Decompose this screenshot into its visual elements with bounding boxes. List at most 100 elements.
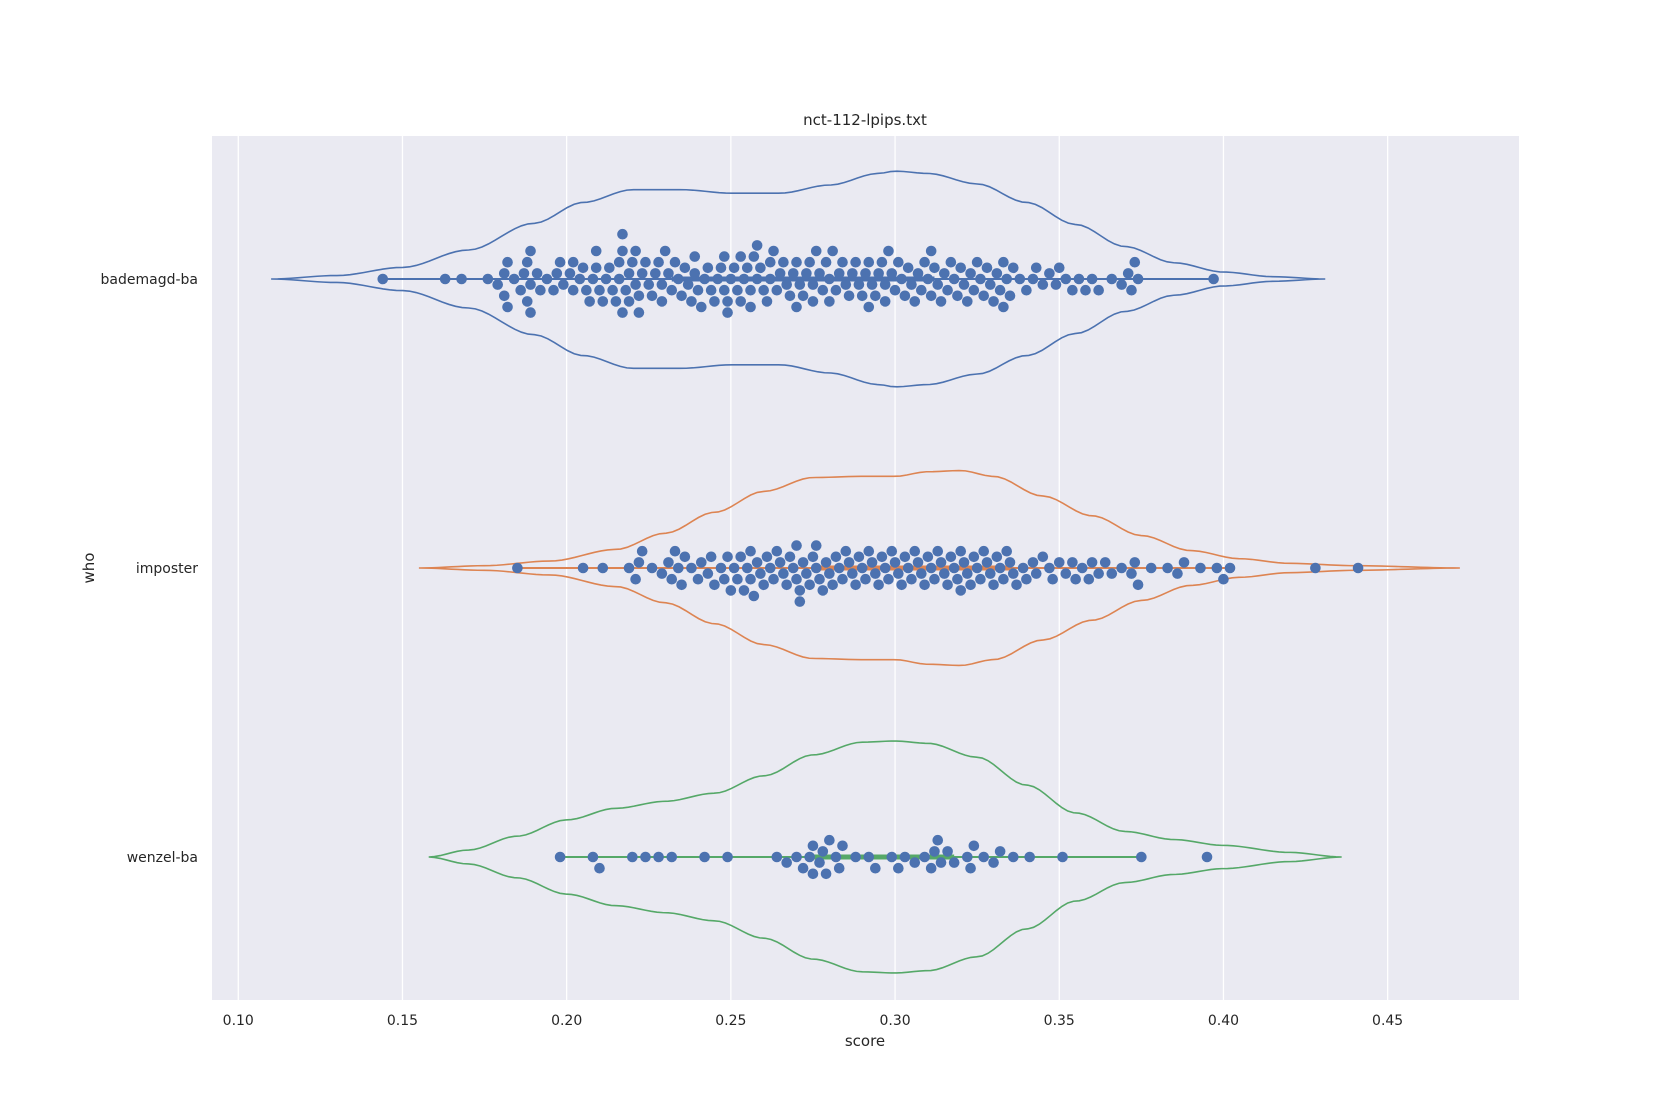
data-point: [886, 851, 898, 863]
data-point: [879, 562, 891, 574]
data-point: [1218, 573, 1229, 585]
data-point: [810, 562, 822, 574]
data-point: [764, 562, 776, 574]
data-point: [1106, 568, 1118, 579]
data-point: [939, 268, 950, 279]
data-point: [1027, 557, 1039, 568]
data-point: [745, 284, 756, 296]
data-point: [1067, 284, 1078, 296]
data-point: [738, 273, 750, 285]
data-point: [715, 262, 727, 274]
data-point: [932, 834, 944, 846]
data-point: [965, 268, 976, 279]
data-point: [722, 307, 733, 318]
data-point: [919, 579, 930, 591]
data-point: [597, 296, 609, 307]
data-point: [814, 573, 825, 585]
data-point: [656, 568, 668, 579]
data-point: [837, 840, 848, 852]
data-point: [1044, 562, 1055, 574]
data-point: [902, 562, 914, 574]
data-point: [761, 551, 773, 563]
data-point: [659, 245, 671, 257]
data-point: [610, 296, 622, 307]
data-point: [1162, 562, 1173, 574]
data-point: [794, 585, 806, 596]
data-point: [991, 268, 1003, 279]
data-point: [1053, 262, 1065, 274]
data-point: [518, 268, 530, 279]
data-point: [863, 301, 875, 313]
data-point: [784, 290, 796, 302]
data-point: [929, 262, 940, 274]
data-point: [791, 540, 802, 551]
data-point: [1208, 273, 1219, 285]
data-point: [554, 256, 566, 268]
data-point: [853, 551, 865, 563]
data-point: [587, 273, 599, 285]
data-point: [1007, 568, 1019, 579]
data-point: [889, 284, 901, 296]
data-point: [633, 307, 645, 318]
data-point: [876, 256, 888, 268]
data-point: [722, 551, 733, 563]
data-point: [994, 846, 1006, 857]
data-point: [948, 562, 960, 574]
data-point: [791, 301, 802, 313]
data-point: [991, 551, 1003, 563]
data-point: [676, 579, 687, 591]
data-point: [893, 568, 904, 579]
data-point: [663, 268, 674, 279]
data-point: [686, 296, 697, 307]
data-point: [535, 284, 546, 296]
data-point: [633, 557, 645, 568]
data-point: [879, 279, 891, 290]
data-point: [1093, 568, 1104, 579]
data-point: [1076, 562, 1088, 574]
data-point: [745, 545, 756, 557]
data-point: [728, 262, 740, 274]
data-point: [797, 862, 809, 874]
data-point: [807, 840, 819, 852]
data-point: [751, 273, 763, 285]
data-point: [764, 273, 776, 285]
data-point: [922, 273, 934, 285]
data-point: [1037, 279, 1049, 290]
data-point: [886, 268, 898, 279]
data-point: [741, 262, 753, 274]
data-point: [833, 562, 845, 574]
data-point: [761, 296, 773, 307]
data-point: [709, 579, 720, 591]
data-point: [965, 862, 976, 874]
data-point: [827, 245, 838, 257]
data-point: [893, 862, 904, 874]
data-point: [456, 273, 467, 285]
data-point: [515, 284, 526, 296]
data-point: [577, 562, 589, 574]
data-point: [650, 268, 661, 279]
data-point: [988, 857, 999, 868]
data-point: [932, 545, 944, 557]
y-tick-label: wenzel-ba: [127, 850, 198, 866]
data-point: [1004, 290, 1016, 302]
data-point: [833, 862, 845, 874]
data-point: [1126, 284, 1137, 296]
data-point: [948, 857, 960, 868]
data-point: [1122, 268, 1134, 279]
data-point: [521, 296, 533, 307]
data-point: [810, 540, 822, 551]
y-tick-labels: bademagd-ba imposter wenzel-ba: [101, 272, 199, 866]
data-point: [745, 573, 756, 585]
data-point: [830, 284, 842, 296]
swarm-points: [377, 228, 1364, 880]
data-point: [929, 573, 940, 585]
data-point: [850, 256, 861, 268]
data-point: [692, 573, 704, 585]
data-point: [669, 256, 681, 268]
data-point: [508, 273, 520, 285]
data-point: [925, 862, 937, 874]
data-point: [1086, 557, 1098, 568]
data-point: [952, 290, 963, 302]
data-point: [916, 284, 927, 296]
data-point: [751, 557, 763, 568]
